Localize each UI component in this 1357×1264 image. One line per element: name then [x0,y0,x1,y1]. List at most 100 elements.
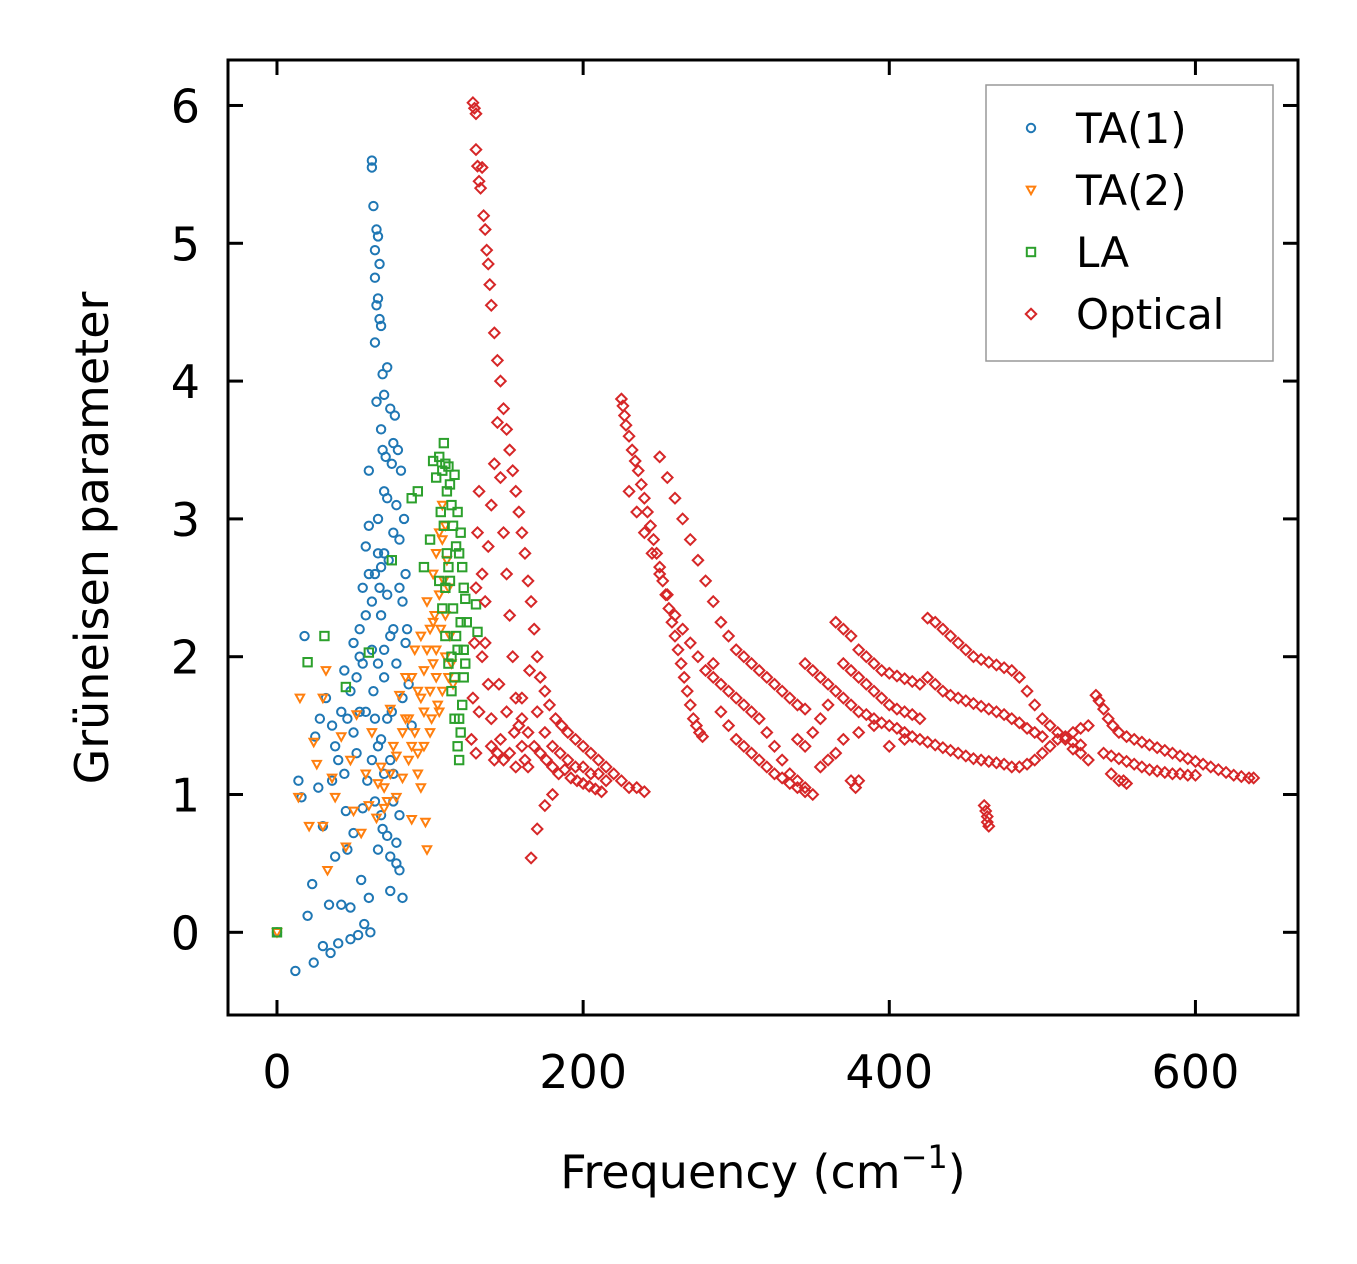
data-point [493,470,508,485]
data-point [421,845,433,856]
data-point [378,783,391,794]
data-point [369,713,381,724]
data-point [829,684,843,698]
data-point [460,593,471,605]
data-point [1106,718,1120,733]
data-point [467,636,482,650]
data-point [1081,753,1095,767]
x-tick-label: 200 [539,1045,627,1099]
data-point [760,725,774,740]
data-point [446,651,457,662]
data-point [706,594,720,609]
data-point [370,813,383,825]
data-point [374,582,385,593]
data-point [381,493,393,504]
data-point [882,666,896,680]
data-point [548,712,563,726]
data-point [371,300,382,311]
data-point [744,746,759,760]
data-point [966,696,981,711]
data-point [637,526,652,540]
data-point [375,424,387,435]
data-point [351,672,362,683]
data-point [366,155,378,166]
data-point [646,532,661,547]
data-point [453,548,465,559]
data-point [1116,774,1131,788]
data-point [317,821,329,833]
data-point [539,753,554,767]
data-point [951,746,965,760]
y-tick-label: 1 [171,769,200,823]
data-point [584,746,598,760]
data-point [1043,718,1057,733]
data-point [452,741,463,752]
data-point [530,822,544,836]
data-point [905,707,919,722]
data-point [329,851,341,862]
data-point [414,631,427,643]
data-point [714,615,728,629]
data-point [538,684,552,698]
data-point [576,739,590,753]
data-point [302,910,313,921]
data-point [959,643,973,657]
data-point [1089,688,1103,702]
data-point [619,418,633,432]
data-point [384,769,397,781]
data-point [568,732,583,747]
data-point [829,746,843,760]
data-point [813,712,828,726]
y-axis-label: Grüneisen parameter [65,291,119,784]
data-point [467,101,482,115]
data-point [874,716,889,730]
data-point [372,658,384,669]
data-point [852,705,866,719]
data-point [435,506,446,518]
data-point [433,707,446,719]
data-point [310,759,323,771]
data-point [443,461,454,472]
data-point [1081,718,1095,733]
data-point [378,548,390,559]
data-point [458,644,469,656]
data-point [890,702,904,716]
data-point [360,706,371,718]
data-point [449,469,460,480]
data-point [402,755,415,767]
data-point [502,608,517,623]
data-point [798,702,812,716]
data-point [628,454,642,468]
data-point [630,505,644,519]
data-point [368,685,379,697]
data-point [326,720,338,731]
data-point [363,647,375,658]
data-point [418,561,430,573]
data-point [388,437,399,449]
data-point [418,666,430,677]
data-point [527,622,541,636]
data-point [530,650,544,664]
data-point [1119,729,1134,744]
legend-marker [1025,122,1037,134]
data-point [622,429,636,443]
data-point [790,774,805,788]
data-point [1035,746,1050,760]
data-point [1112,774,1126,788]
data-point [348,727,359,738]
data-point [339,842,352,854]
data-point [428,611,441,622]
data-point [521,574,535,588]
legend-entry: Optical [1024,290,1224,339]
data-point [406,493,417,504]
data-point [443,561,454,573]
data-point [920,611,935,625]
data-point [307,737,320,749]
data-point [412,486,424,497]
data-point [798,739,812,753]
data-point [466,691,480,705]
data-point [484,298,498,312]
x-tick-label: 600 [1152,1045,1240,1099]
data-point [466,96,480,110]
data-point [1005,663,1019,678]
